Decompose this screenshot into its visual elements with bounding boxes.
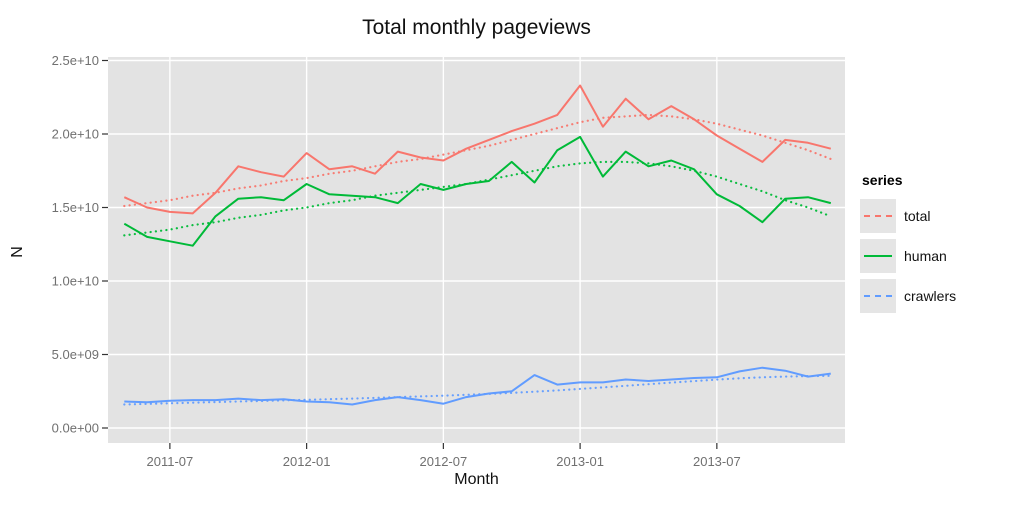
legend-title: series — [862, 172, 903, 188]
y-tick-label: 1.5e+10 — [52, 200, 99, 215]
y-tick-label: 2.0e+10 — [52, 127, 99, 142]
legend-key-crawlers — [860, 279, 896, 313]
legend-key-human — [860, 239, 896, 273]
series-trend-crawlers — [123, 374, 832, 406]
legend-entry-total: total — [860, 199, 1020, 233]
legend: series total human crawlers — [860, 172, 1020, 319]
legend-entry-human: human — [860, 239, 1020, 273]
x-tick-label: 2012-01 — [283, 454, 331, 469]
legend-key-line-total — [864, 215, 892, 217]
y-tick-label: 2.5e+10 — [52, 53, 99, 68]
legend-key-line-crawlers — [864, 295, 892, 297]
plot-panel — [108, 57, 845, 443]
series-line-total — [123, 84, 832, 215]
x-tick-label: 2013-01 — [556, 454, 604, 469]
legend-key-total — [860, 199, 896, 233]
chart-title: Total monthly pageviews — [362, 16, 591, 39]
series-trend-total — [123, 113, 832, 208]
x-tick-label: 2011-07 — [147, 454, 194, 469]
x-tick-label: 2012-07 — [420, 454, 468, 469]
y-tick-label: 0.0e+00 — [52, 421, 99, 436]
legend-label-crawlers: crawlers — [904, 288, 957, 304]
legend-label-total: total — [904, 208, 931, 224]
series-line-crawlers — [124, 366, 831, 406]
y-axis-title: N — [9, 246, 26, 258]
y-tick-label: 1.0e+10 — [52, 274, 99, 289]
x-tick-label: 2013-07 — [693, 454, 741, 469]
x-axis-title: Month — [454, 471, 499, 488]
legend-key-line-human — [864, 255, 892, 257]
y-tick-label: 5.0e+09 — [52, 347, 99, 362]
series-line-human — [123, 135, 832, 247]
legend-label-human: human — [904, 248, 947, 264]
legend-entry-crawlers: crawlers — [860, 279, 1020, 313]
